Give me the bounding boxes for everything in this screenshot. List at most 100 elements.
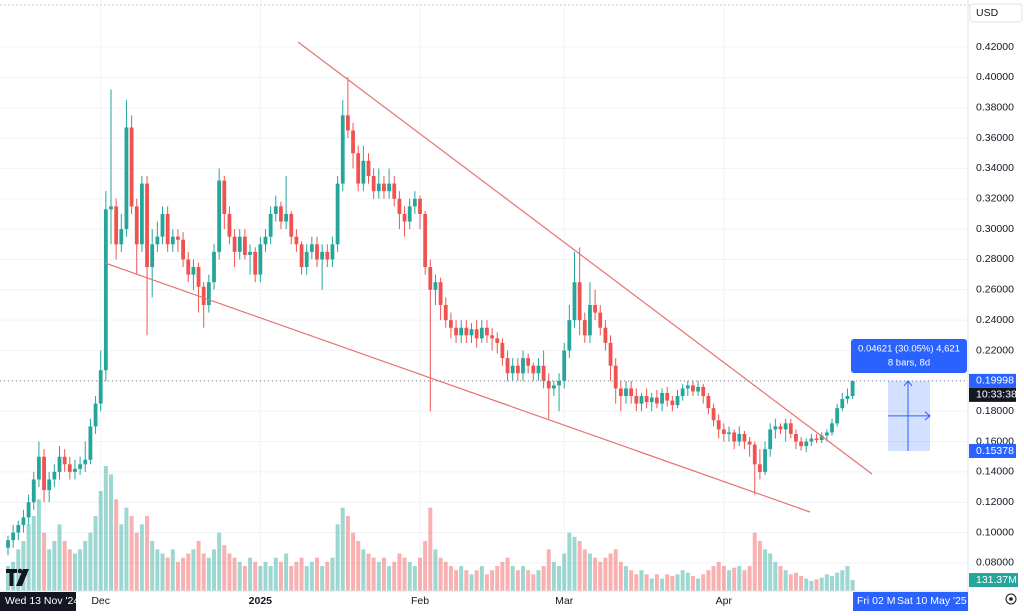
- candle-body: [685, 385, 690, 389]
- volume-bar: [315, 557, 319, 591]
- candle-body: [675, 396, 680, 406]
- volume-bar: [196, 541, 201, 591]
- candle-body: [521, 358, 525, 374]
- candle-body: [644, 396, 649, 403]
- candle-body: [366, 160, 371, 177]
- volume-bar: [551, 561, 556, 591]
- candle-body: [11, 532, 16, 541]
- candle-body: [212, 251, 216, 283]
- candle-body: [593, 304, 597, 313]
- volume-bar: [304, 566, 309, 591]
- candle-body: [819, 435, 824, 441]
- settings-icon[interactable]: [1005, 593, 1017, 605]
- volume-bar: [521, 566, 525, 591]
- candle-body: [47, 479, 52, 491]
- volume-bar: [618, 561, 623, 591]
- candle-body: [850, 380, 855, 397]
- range-start-label: Fri 02 M: [857, 595, 896, 607]
- candle-body: [649, 397, 654, 403]
- volume-bar: [62, 541, 67, 591]
- candle-body: [423, 213, 428, 268]
- volume-label: 131.37M: [976, 574, 1017, 586]
- volume-bar: [72, 553, 77, 591]
- candle-body: [392, 183, 397, 199]
- grid: [0, 0, 968, 591]
- candle-body: [495, 338, 500, 343]
- candle-body: [52, 471, 57, 480]
- volume-bar: [546, 549, 551, 591]
- candle-body: [655, 397, 659, 404]
- volume-bar: [572, 536, 577, 591]
- candle-body: [567, 320, 572, 351]
- candle-body: [778, 426, 783, 430]
- candle-body: [42, 456, 46, 491]
- candle-body: [407, 206, 412, 222]
- candle-body: [809, 438, 814, 442]
- candle-body: [515, 365, 520, 374]
- volume-bar: [747, 566, 752, 591]
- candle-body: [598, 312, 603, 328]
- candle-body: [577, 282, 582, 321]
- candle-body: [624, 388, 628, 397]
- candle-body: [268, 213, 273, 237]
- volume-bar: [680, 570, 685, 591]
- candle-body: [397, 198, 402, 214]
- volume-bar: [603, 557, 608, 591]
- candle-body: [660, 392, 664, 404]
- measure-low-badge: [969, 443, 1016, 458]
- volume-bar: [289, 566, 294, 591]
- volume-bar: [248, 557, 253, 591]
- volume-bar: [690, 576, 695, 591]
- volume-bar: [557, 566, 562, 591]
- volume-bar: [165, 557, 170, 591]
- volume-bar: [608, 553, 613, 591]
- volume-bar: [237, 561, 242, 591]
- volume-bar: [278, 561, 283, 591]
- y-tick-label: 0.30000: [976, 223, 1014, 235]
- volume-bar: [26, 524, 31, 591]
- volume-bar: [737, 566, 742, 591]
- candle-body: [222, 180, 227, 214]
- volume-bar: [763, 549, 768, 591]
- volume-bar: [454, 570, 459, 591]
- tv-logo: [6, 568, 29, 586]
- candle-body: [294, 236, 299, 245]
- candle-body: [449, 320, 453, 328]
- volume-bar: [325, 561, 330, 591]
- volume-bar: [716, 561, 721, 591]
- candle-body: [428, 267, 433, 290]
- volume-bar: [170, 549, 175, 591]
- candle-body: [258, 244, 263, 275]
- candle-body: [67, 464, 72, 472]
- y-tick-label: 0.34000: [976, 162, 1014, 174]
- volume-bar: [42, 532, 47, 591]
- volume-bar: [845, 566, 850, 591]
- volume-bar: [340, 507, 345, 591]
- volume-bar: [320, 566, 325, 591]
- volume-bar: [335, 524, 340, 591]
- candle-body: [758, 464, 762, 472]
- volume-bar: [78, 549, 83, 591]
- candle-body: [176, 236, 180, 240]
- y-tick-label: 0.42000: [976, 41, 1014, 53]
- y-tick-label: 0.22000: [976, 344, 1014, 356]
- candle-body: [73, 468, 77, 472]
- y-tick-label: 0.10000: [976, 526, 1014, 538]
- volume-bar: [490, 570, 495, 591]
- candle-body: [536, 365, 541, 374]
- currency-button[interactable]: [969, 3, 1023, 23]
- candle-body: [845, 396, 850, 400]
- volume-bar: [232, 557, 237, 591]
- last-price-badge: [969, 373, 1016, 388]
- candle-body: [768, 429, 773, 450]
- candle-body: [531, 365, 536, 374]
- candle-body: [557, 380, 561, 386]
- candle-body: [485, 327, 489, 336]
- candle-body: [248, 251, 252, 255]
- volume-bar: [103, 466, 108, 591]
- volume-bar: [263, 561, 268, 591]
- volume-bar: [500, 561, 505, 591]
- volume-bar: [371, 557, 376, 591]
- candles: [6, 77, 855, 556]
- volume-bar: [793, 572, 798, 591]
